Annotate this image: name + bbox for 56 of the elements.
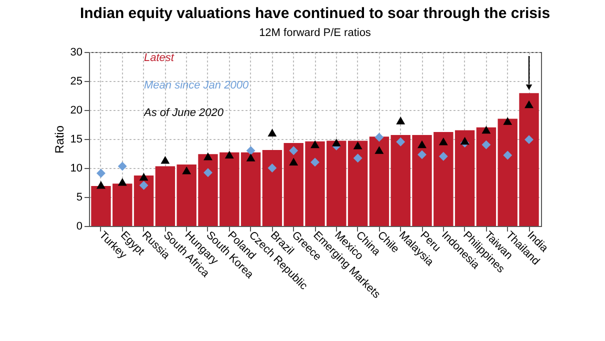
point <box>460 136 470 145</box>
point <box>524 100 534 108</box>
point <box>438 137 448 146</box>
bar <box>369 136 390 226</box>
point <box>160 156 170 164</box>
bar <box>240 152 261 226</box>
bar <box>262 150 282 226</box>
point <box>118 178 127 186</box>
point <box>96 168 106 178</box>
point <box>503 150 512 160</box>
point <box>289 146 298 156</box>
point <box>503 117 512 125</box>
point <box>139 180 148 190</box>
point <box>332 138 341 146</box>
point <box>182 166 192 174</box>
point <box>96 180 106 189</box>
point <box>204 168 212 178</box>
point <box>310 140 320 148</box>
point <box>118 162 127 171</box>
point <box>374 132 384 142</box>
bar <box>476 127 496 226</box>
point <box>246 154 256 162</box>
point <box>396 116 406 124</box>
point <box>396 137 406 146</box>
point <box>310 158 320 167</box>
y-tick-label: 0 <box>76 220 82 232</box>
point <box>268 164 277 172</box>
point <box>353 154 362 163</box>
chart-title: Indian equity valuations have continued to soar through the crisis <box>80 5 550 22</box>
point <box>418 150 426 160</box>
y-tick-label: 10 <box>70 162 82 174</box>
text: As of June 2020 <box>143 107 224 119</box>
point <box>418 140 426 148</box>
y-tick-label: 15 <box>70 134 82 146</box>
point <box>139 172 148 181</box>
point <box>524 135 534 144</box>
point <box>224 150 234 159</box>
point <box>246 146 256 156</box>
point <box>353 142 362 150</box>
bar <box>134 176 154 226</box>
point <box>268 128 277 136</box>
y-axis-title: Ratio <box>52 125 66 154</box>
text: Latest <box>144 52 175 64</box>
point <box>204 152 212 160</box>
point <box>482 140 491 150</box>
chart-subtitle: 12M forward P/E ratios <box>259 27 372 39</box>
text: Mean since Jan 2000 <box>144 80 250 92</box>
y-tick-label: 30 <box>70 46 82 58</box>
y-tick-label: 25 <box>70 76 82 88</box>
point <box>374 146 384 154</box>
point <box>289 158 298 166</box>
y-tick-label: 5 <box>76 192 82 204</box>
point <box>438 152 448 161</box>
y-tick-label: 20 <box>70 104 82 116</box>
bar <box>348 140 368 226</box>
point <box>482 126 491 134</box>
